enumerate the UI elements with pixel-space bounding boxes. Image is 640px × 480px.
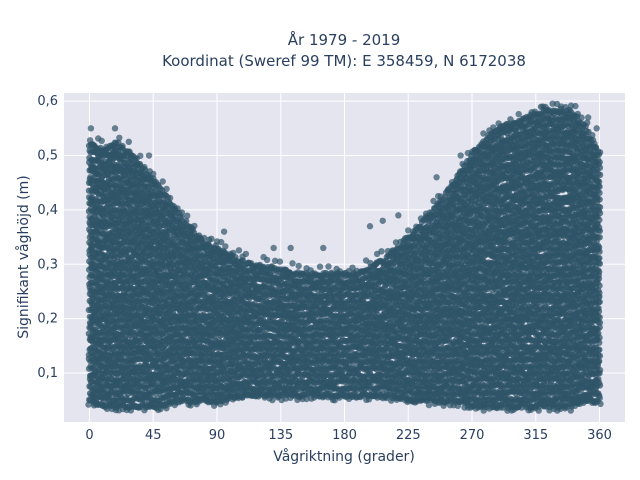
chart-title-line-2: Koordinat (Sweref 99 TM): E 358459, N 61… [162,52,526,70]
data-points [85,100,604,414]
chart-title-line-1: År 1979 - 2019 [288,30,401,49]
